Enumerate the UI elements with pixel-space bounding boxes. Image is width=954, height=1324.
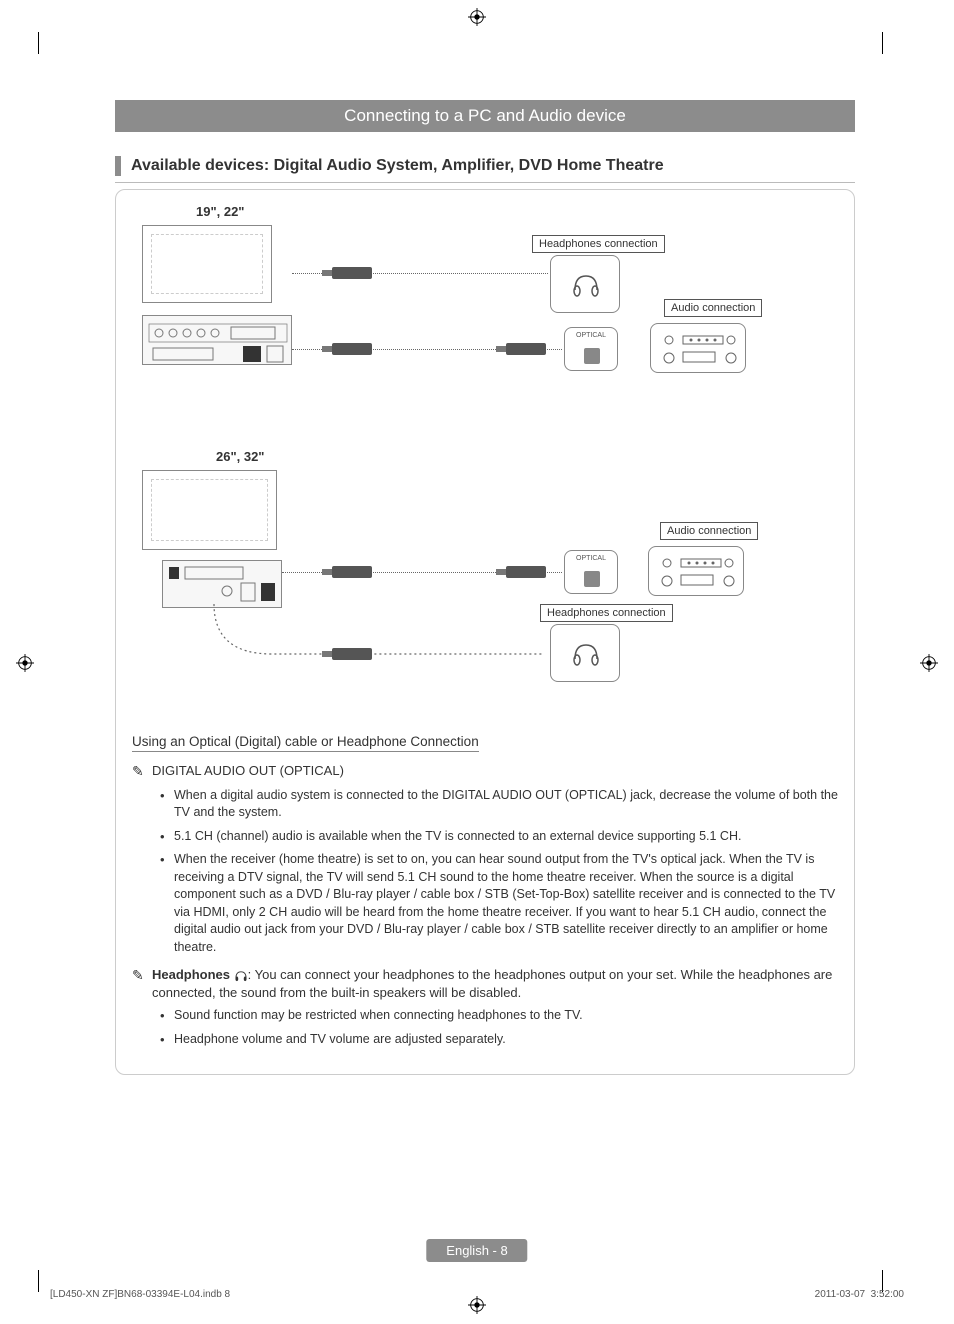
- note-headphones: ✎ Headphones : You can connect your head…: [132, 966, 838, 1001]
- diagram1-audio-label: Audio connection: [664, 299, 762, 317]
- list-item: When the receiver (home theatre) is set …: [160, 851, 838, 956]
- footer-timestamp: 2011-03-07 ‭ 3:52:00: [815, 1289, 904, 1300]
- note-icon: ✎: [132, 966, 148, 985]
- cable-plug-icon: [332, 267, 372, 279]
- headphones-icon: [571, 272, 601, 298]
- optical-label: OPTICAL: [565, 555, 617, 562]
- cable-plug-icon: [506, 343, 546, 355]
- section-heading-bar: [115, 156, 121, 176]
- optical-box: OPTICAL: [564, 327, 618, 371]
- tv-rear-panel-icon: [162, 560, 282, 608]
- diagram2-size-label: 26", 32": [216, 449, 838, 464]
- headphones-box: [550, 624, 620, 682]
- diagram2-headphones-label: Headphones connection: [540, 604, 673, 622]
- crop-mark: [38, 1270, 39, 1292]
- headphones-icon: [234, 970, 248, 982]
- note2-prefix: Headphones: [152, 967, 230, 982]
- sub-heading: Using an Optical (Digital) cable or Head…: [132, 734, 479, 752]
- optical-box: OPTICAL: [564, 550, 618, 594]
- headphones-icon: [571, 641, 601, 667]
- note-icon: ✎: [132, 762, 148, 781]
- section-heading: Available devices: Digital Audio System,…: [131, 157, 664, 175]
- tv-front-icon: [142, 470, 277, 550]
- page-number-pill: English - 8: [426, 1239, 527, 1262]
- bullets-digital-audio: When a digital audio system is connected…: [160, 787, 838, 957]
- note1-label: DIGITAL AUDIO OUT (OPTICAL): [152, 762, 838, 780]
- tv-front-icon: [142, 225, 272, 303]
- cable-plug-icon: [332, 566, 372, 578]
- registration-mark-left: [16, 654, 34, 672]
- cable-curve: [212, 604, 552, 684]
- crop-mark: [882, 32, 883, 54]
- diagram1-headphones-label: Headphones connection: [532, 235, 665, 253]
- section-heading-row: Available devices: Digital Audio System,…: [115, 156, 855, 183]
- note2-text: : You can connect your headphones to the…: [152, 967, 832, 1000]
- registration-mark-right: [920, 654, 938, 672]
- amplifier-box: [648, 546, 744, 596]
- list-item: When a digital audio system is connected…: [160, 787, 838, 822]
- cable-plug-icon: [332, 343, 372, 355]
- registration-mark-top: [468, 8, 486, 26]
- diagram1: Headphones connection Audio connection O…: [132, 219, 838, 429]
- cable-plug-icon: [332, 648, 372, 660]
- amplifier-icon: [659, 555, 735, 589]
- bullets-headphones: Sound function may be restricted when co…: [160, 1007, 838, 1048]
- headphones-box: [550, 255, 620, 313]
- list-item: Sound function may be restricted when co…: [160, 1007, 838, 1025]
- crop-mark: [38, 32, 39, 54]
- diagram1-size-label: 19", 22": [196, 204, 838, 219]
- cable-plug-icon: [506, 566, 546, 578]
- tv-rear-panel-icon: [142, 315, 292, 365]
- registration-mark-bottom: [468, 1296, 486, 1314]
- diagram2: Audio connection OPTICAL Headphones conn…: [132, 464, 838, 714]
- amplifier-icon: [661, 332, 737, 366]
- amplifier-box: [650, 323, 746, 373]
- diagram2-audio-label: Audio connection: [660, 522, 758, 540]
- banner-title: Connecting to a PC and Audio device: [115, 100, 855, 132]
- note-digital-audio: ✎ DIGITAL AUDIO OUT (OPTICAL): [132, 762, 838, 781]
- list-item: 5.1 CH (channel) audio is available when…: [160, 828, 838, 846]
- footer-filename: [LD450-XN ZF]BN68-03394E-L04.indb 8: [50, 1289, 230, 1300]
- list-item: Headphone volume and TV volume are adjus…: [160, 1031, 838, 1049]
- page-content: Connecting to a PC and Audio device Avai…: [115, 100, 855, 1075]
- content-panel: 19", 22" Headphones conn: [115, 189, 855, 1075]
- optical-label: OPTICAL: [565, 332, 617, 339]
